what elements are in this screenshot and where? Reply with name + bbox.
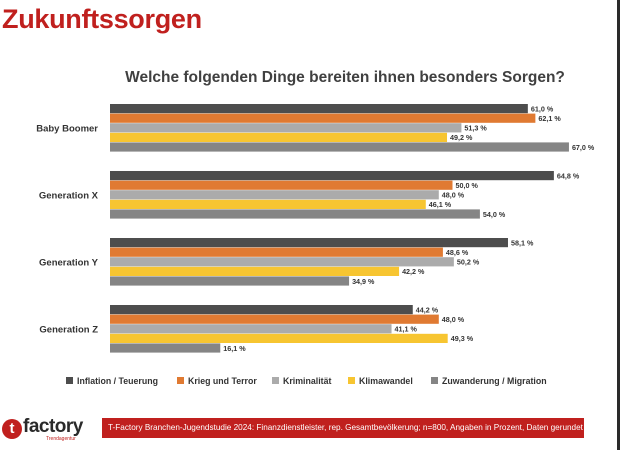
bar <box>110 209 480 219</box>
data-label: 16,1 % <box>223 344 246 353</box>
legend-swatch <box>66 377 73 384</box>
category-label: Generation Y <box>39 258 99 269</box>
data-label: 67,0 % <box>572 143 595 152</box>
legend-label: Kriminalität <box>283 376 331 386</box>
footer: t factory Trendagentur T-Factory Branche… <box>2 413 614 445</box>
legend-swatch <box>431 377 438 384</box>
legend-label: Inflation / Teuerung <box>77 376 158 386</box>
legend-label: Krieg und Terror <box>188 376 257 386</box>
bar <box>110 171 554 181</box>
data-label: 54,0 % <box>483 210 506 219</box>
bar <box>110 314 439 324</box>
legend-swatch <box>348 377 355 384</box>
bar <box>110 123 462 133</box>
legend-label: Zuwanderung / Migration <box>442 376 547 386</box>
data-label: 51,3 % <box>464 124 487 133</box>
bar <box>110 276 350 286</box>
data-label: 64,8 % <box>557 171 580 180</box>
bar <box>110 257 454 267</box>
bar <box>110 190 439 200</box>
data-label: 48,0 % <box>442 191 465 200</box>
page-title: Zukunftssorgen <box>2 4 202 34</box>
bar-chart: Welche folgenden Dinge bereiten ihnen be… <box>36 69 595 386</box>
data-label: 44,2 % <box>416 305 439 314</box>
category-label: Generation X <box>39 191 99 202</box>
right-edge-border <box>617 0 620 450</box>
logo-subtitle: Trendagentur <box>46 436 76 442</box>
logo-name: factory <box>23 416 83 437</box>
category-label: Baby Boomer <box>36 124 98 135</box>
data-label: 48,6 % <box>446 248 469 257</box>
data-label: 46,1 % <box>429 200 452 209</box>
data-label: 58,1 % <box>511 238 534 247</box>
bar <box>110 199 426 209</box>
chart-title: Welche folgenden Dinge bereiten ihnen be… <box>125 69 565 86</box>
data-label: 61,0 % <box>531 104 554 113</box>
bar <box>110 343 221 353</box>
data-label: 49,3 % <box>451 334 474 343</box>
data-label: 62,1 % <box>538 114 561 123</box>
bar <box>110 180 453 190</box>
bar <box>110 142 569 152</box>
bar <box>110 324 392 334</box>
bar <box>110 238 508 248</box>
data-label: 50,0 % <box>456 181 479 190</box>
tfactory-logo: t factory Trendagentur <box>2 416 100 443</box>
data-label: 48,0 % <box>442 315 465 324</box>
data-label: 50,2 % <box>457 258 480 267</box>
legend-label: Klimawandel <box>359 376 413 386</box>
bar <box>110 333 448 343</box>
data-label: 41,1 % <box>395 325 418 334</box>
logo-letter: t <box>2 419 22 439</box>
bar <box>110 247 443 257</box>
bar <box>110 132 448 142</box>
category-label: Generation Z <box>39 325 98 336</box>
data-label: 42,2 % <box>402 267 425 276</box>
source-note: T-Factory Branchen-Jugendstudie 2024: Fi… <box>102 418 584 438</box>
data-label: 34,9 % <box>352 277 375 286</box>
bar <box>110 266 400 276</box>
legend-swatch <box>272 377 279 384</box>
bar <box>110 305 413 315</box>
legend-swatch <box>177 377 184 384</box>
bar <box>110 104 528 114</box>
data-label: 49,2 % <box>450 133 473 142</box>
bar <box>110 113 536 123</box>
